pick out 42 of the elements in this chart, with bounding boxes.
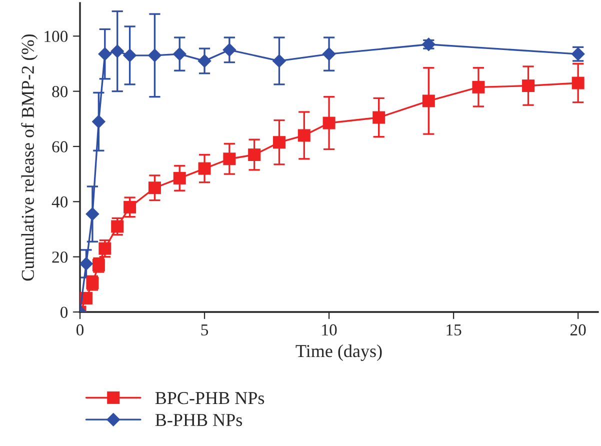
point [298,129,310,142]
point [322,47,336,61]
legend-label: B-PHB NPs [155,414,242,426]
point [422,94,435,108]
point [80,256,94,271]
point [173,172,186,184]
point [110,44,124,58]
point [272,54,286,68]
y-axis-title: Cumulative release of BMP-2 (%) [21,34,38,281]
x-tick-label: 20 [570,324,586,336]
y-tick-label: 100 [44,30,68,42]
point [222,43,236,57]
x-tick-label: 5 [201,324,208,336]
point [92,114,106,129]
legend-label: BPC-PHB NPs [155,392,264,404]
point [122,48,137,62]
y-tick-label: 20 [52,252,68,263]
point [472,80,485,94]
x-tick-label: 15 [446,324,462,336]
point [98,47,112,61]
point [522,80,535,92]
point [223,152,236,166]
point [124,200,136,214]
point [111,220,124,233]
point [148,48,162,62]
y-tick-label: 60 [52,141,68,152]
x-tick-label: 10 [322,324,337,336]
point [198,54,212,68]
x-axis-title: Time (days) [296,344,382,361]
point [372,111,386,124]
point [86,207,100,221]
point [172,47,186,61]
x-tick-label: 0 [76,324,84,336]
y-tick-label: 80 [52,86,68,98]
point [272,136,286,149]
point [148,182,161,194]
y-tick-label: 0 [60,306,68,318]
point [198,162,211,175]
y-tick-label: 40 [52,196,68,208]
point [248,148,261,161]
point [572,76,584,90]
point [322,116,336,130]
